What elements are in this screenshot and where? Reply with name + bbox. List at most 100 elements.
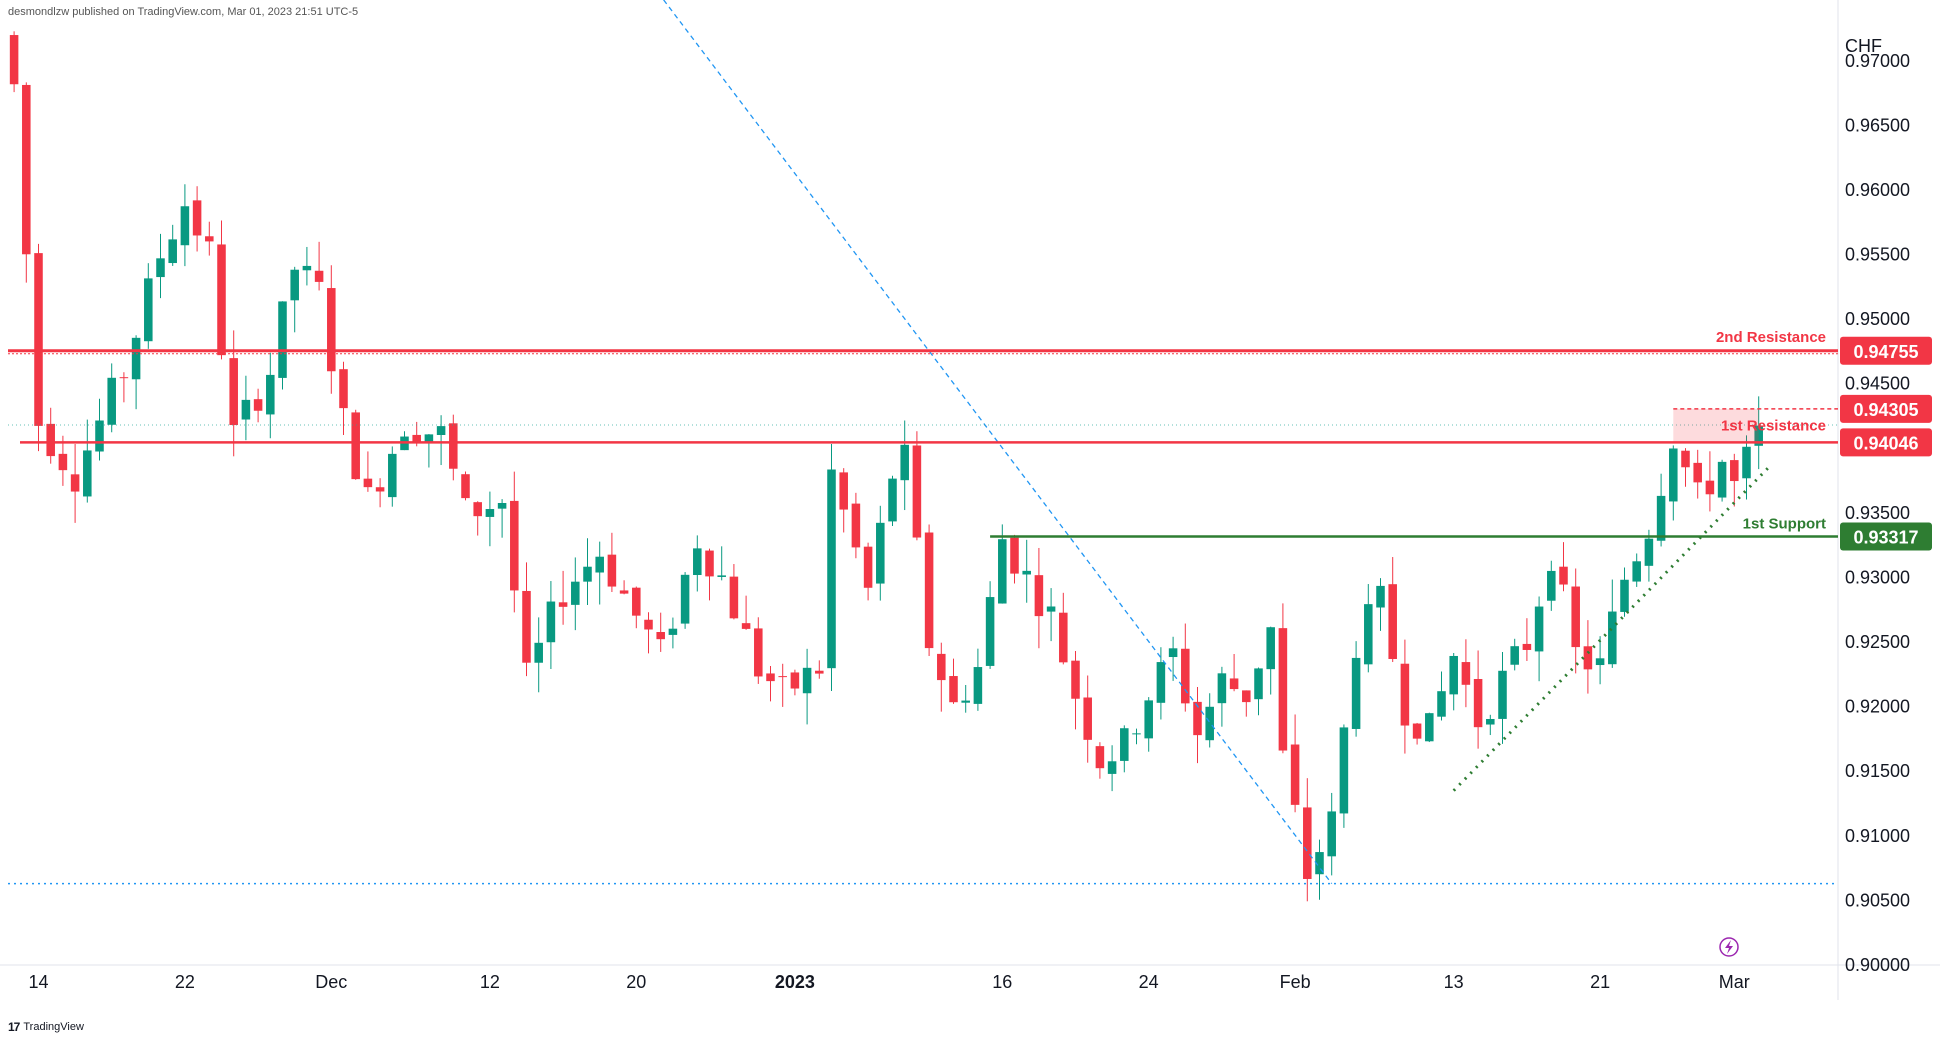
candle-body <box>168 239 177 264</box>
candle-body <box>375 487 385 492</box>
candle-body <box>522 590 531 663</box>
candles <box>9 31 1763 902</box>
candle-body <box>351 412 360 480</box>
candle-body <box>1327 811 1336 857</box>
candle-body <box>1669 448 1678 502</box>
candle-body <box>266 374 275 415</box>
candle-body <box>1168 648 1178 658</box>
candle-body <box>912 445 922 538</box>
candle-body <box>1046 606 1056 612</box>
candle-body <box>1534 606 1544 652</box>
candle-body <box>436 426 446 435</box>
candle-body <box>1022 570 1031 575</box>
candle-body <box>802 667 812 694</box>
candle-body <box>9 35 19 85</box>
candle-body <box>1437 691 1446 717</box>
candle-body <box>1717 461 1727 498</box>
price-tick-label: 0.90000 <box>1845 955 1910 975</box>
price-tick-label: 0.91500 <box>1845 761 1910 781</box>
candle-body <box>497 502 507 509</box>
candle-body <box>717 575 726 577</box>
candle-body <box>119 377 129 379</box>
candle-body <box>1730 460 1739 482</box>
time-tick-label: 13 <box>1444 972 1464 992</box>
candle-body <box>1449 655 1458 695</box>
candle-body <box>876 522 885 584</box>
candle-body <box>1681 450 1690 468</box>
candle-body <box>1303 807 1312 879</box>
price-tick-label: 0.91000 <box>1845 826 1910 846</box>
candle-body <box>1132 733 1141 735</box>
price-badge-text: 0.94046 <box>1853 433 1918 453</box>
candle-body <box>229 358 238 426</box>
first-resistance-label: 1st Resistance <box>1721 417 1826 434</box>
price-tick-label: 0.94500 <box>1845 374 1910 394</box>
candle-body <box>778 676 787 678</box>
candle-body <box>1583 646 1593 670</box>
time-tick-label: 21 <box>1590 972 1610 992</box>
tradingview-footer[interactable]: 17 TradingView <box>8 1020 84 1034</box>
candle-body <box>1400 663 1410 726</box>
candle-body <box>253 399 263 411</box>
price-tick-label: 0.96000 <box>1845 180 1910 200</box>
candle-body <box>1644 538 1654 566</box>
time-tick-label: 22 <box>175 972 195 992</box>
candle-body <box>1217 673 1227 704</box>
time-tick-label: 12 <box>480 972 500 992</box>
lightning-icon <box>1719 937 1739 957</box>
candle-body <box>1193 701 1202 736</box>
candle-body <box>58 453 68 471</box>
candle-body <box>827 469 836 669</box>
first-support-label: 1st Support <box>1743 516 1826 533</box>
time-tick-label: 2023 <box>775 972 815 992</box>
candle-body <box>888 478 897 522</box>
candle-body <box>1242 690 1251 703</box>
publisher-header: desmondlzw published on TradingView.com,… <box>8 6 359 18</box>
candle-body <box>1693 462 1702 483</box>
second-resistance-label: 2nd Resistance <box>1716 329 1826 346</box>
candle-body <box>1547 570 1556 601</box>
candle-body <box>363 478 373 488</box>
candle-body <box>131 337 141 380</box>
candle-body <box>1473 678 1483 728</box>
time-tick-label: 14 <box>28 972 48 992</box>
candle-body <box>741 623 751 629</box>
downtrend-line <box>662 0 1333 885</box>
candle-body <box>851 503 861 548</box>
candle-body <box>1181 648 1190 704</box>
lightning-icon-circle <box>1719 937 1739 957</box>
candle-body <box>985 597 995 666</box>
time-tick-label: 24 <box>1139 972 1159 992</box>
candle-body <box>937 653 946 681</box>
currency-label: CHF <box>1845 36 1882 56</box>
tradingview-brand: TradingView <box>23 1021 84 1033</box>
candle-body <box>510 500 519 591</box>
candle-body <box>729 576 739 619</box>
candle-body <box>1632 561 1641 582</box>
price-tick-label: 0.92500 <box>1845 632 1910 652</box>
candle-body <box>863 546 873 588</box>
candle-body <box>619 590 629 594</box>
candle-body <box>192 200 202 236</box>
candle-body <box>388 453 397 498</box>
candle-body <box>1144 700 1153 739</box>
time-tick-label: Dec <box>315 972 347 992</box>
candle-body <box>571 581 580 605</box>
candle-body <box>1376 585 1385 608</box>
candle-body <box>217 244 226 356</box>
candle-body <box>1059 612 1068 663</box>
candle-body <box>1156 662 1166 703</box>
candle-body <box>1754 425 1763 446</box>
candle-body <box>632 587 641 616</box>
candle-body <box>644 619 653 630</box>
candle-body <box>1290 744 1300 805</box>
candle-body <box>790 672 800 689</box>
candle-body <box>314 270 324 282</box>
candle-body <box>815 670 824 674</box>
time-tick-label: Feb <box>1280 972 1311 992</box>
candle-body <box>1620 579 1629 612</box>
lightning-icon-bolt <box>1725 940 1733 954</box>
candle-body <box>1461 662 1471 685</box>
candle-body <box>558 602 568 607</box>
